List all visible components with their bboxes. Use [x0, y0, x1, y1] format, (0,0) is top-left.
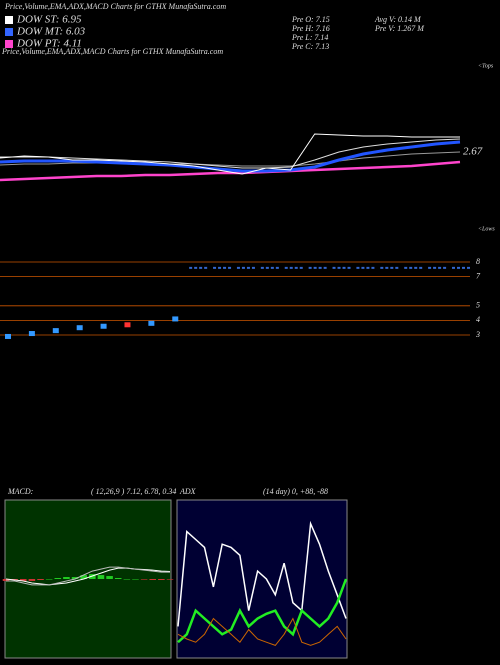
- legend-label: DOW PT: 4.11: [16, 38, 82, 50]
- candle: [172, 316, 179, 322]
- legend-swatch: [5, 40, 13, 48]
- histogram-bar: [71, 577, 79, 579]
- series-line: [0, 133, 460, 175]
- series-line: [0, 151, 461, 167]
- candle: [76, 325, 83, 331]
- legend-swatch: [5, 28, 13, 36]
- panel-subtitle: ( 12,26,9 ) 7.12, 6.78, 0.34: [91, 487, 176, 496]
- y-tick-label: 4: [476, 315, 480, 324]
- histogram-bar: [19, 579, 27, 581]
- histogram-bar: [106, 576, 113, 579]
- histogram-bar: [89, 574, 96, 579]
- series-line: [0, 140, 461, 173]
- series-line: [6, 566, 170, 586]
- series-line: [0, 138, 461, 169]
- histogram-bar: [166, 579, 174, 580]
- histogram-bar: [45, 579, 53, 580]
- histogram-bar: [11, 579, 18, 580]
- y-tick-label: 8: [476, 257, 480, 266]
- candle: [124, 322, 131, 328]
- histogram-bar: [149, 579, 157, 580]
- chart-title: Price,Volume,EMA,ADX,MACD Charts for GTH…: [4, 2, 226, 11]
- annotation: <Lows: [478, 226, 495, 232]
- price-info: Pre V: 1.267 M: [374, 24, 425, 33]
- histogram-bar: [63, 577, 70, 579]
- histogram-bar: [37, 579, 44, 580]
- price-info: Pre H: 7.16: [291, 24, 330, 33]
- y-tick-label: 3: [475, 330, 480, 339]
- series-line: [177, 578, 348, 644]
- candle: [100, 323, 107, 329]
- series-line: [177, 617, 347, 646]
- annotation: 2.67: [463, 146, 483, 158]
- candle: [5, 333, 11, 339]
- legend-label: DOW MT: 6.03: [16, 26, 86, 38]
- y-tick-label: 5: [476, 301, 480, 310]
- candle: [52, 328, 59, 334]
- histogram-bar: [97, 575, 105, 579]
- price-info: Pre C: 7.13: [291, 42, 329, 51]
- price-info: Pre O: 7.15: [291, 15, 330, 24]
- histogram-bar: [123, 579, 131, 580]
- histogram-bar: [140, 579, 148, 580]
- panel-subtitle: (14 day) 0, +88, -88: [263, 487, 328, 496]
- histogram-bar: [2, 579, 10, 581]
- candle: [148, 320, 155, 326]
- histogram-bar: [80, 575, 87, 579]
- price-info: Avg V: 0.14 M: [374, 15, 422, 24]
- histogram-bar: [114, 578, 122, 579]
- series-line: [0, 160, 461, 182]
- series-line: [177, 520, 347, 627]
- panel-title: Price,Volume,EMA,ADX,MACD Charts for GTH…: [1, 47, 223, 56]
- price-info: Pre L: 7.14: [291, 33, 328, 42]
- legend-label: DOW ST: 6.95: [16, 14, 82, 26]
- panel-title: MACD:: [7, 487, 34, 496]
- panel-title: ADX: [179, 487, 197, 496]
- legend-swatch: [5, 16, 13, 24]
- candle: [28, 331, 35, 337]
- y-tick-label: 7: [476, 271, 481, 280]
- histogram-bar: [54, 578, 62, 579]
- annotation: <Tops: [478, 63, 494, 69]
- histogram-bar: [132, 579, 139, 580]
- histogram-bar: [28, 579, 36, 581]
- panel-background: [176, 499, 348, 659]
- histogram-bar: [158, 579, 165, 580]
